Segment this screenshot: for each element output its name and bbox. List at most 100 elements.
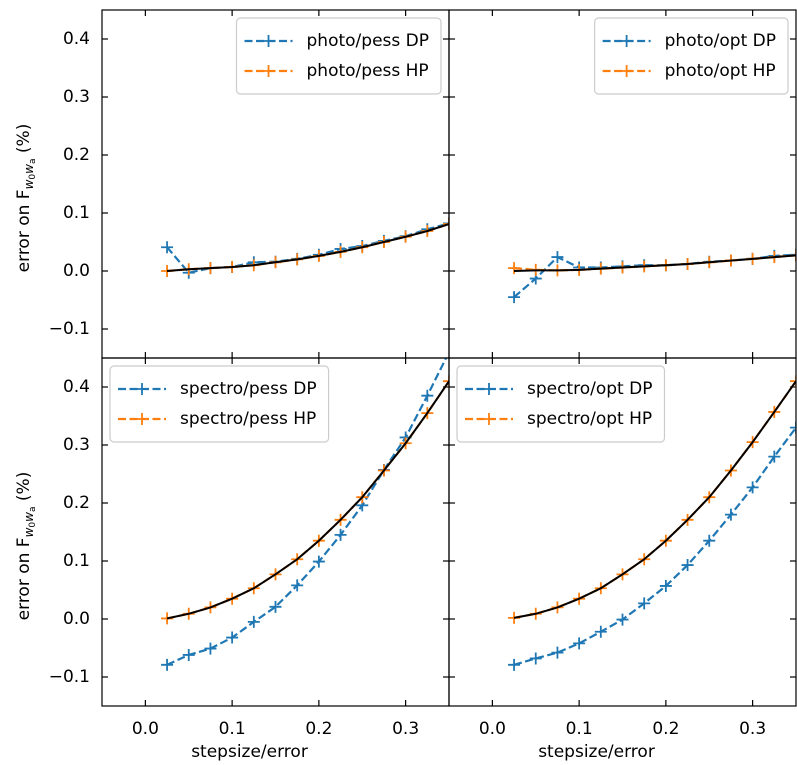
- legend-label: spectro/opt DP: [527, 379, 652, 399]
- marker: [312, 555, 325, 568]
- y-axis-label-part: (%): [14, 124, 34, 159]
- legend-item: photo/pess DP: [244, 31, 429, 51]
- y-axis-label-part: w: [22, 164, 36, 174]
- x-tick-label: 0.3: [392, 719, 419, 739]
- legend-item: photo/pess HP: [244, 61, 429, 81]
- marker: [508, 291, 521, 304]
- legend-marker: [136, 413, 148, 425]
- legend-label: spectro/pess DP: [180, 379, 317, 399]
- marker: [768, 450, 781, 463]
- x-tick-label: 0.1: [219, 719, 246, 739]
- y-tick-label: 0.3: [63, 87, 90, 107]
- x-tick-label: 0.3: [739, 719, 766, 739]
- legend-box: [456, 365, 666, 443]
- plot-area: [161, 358, 449, 671]
- legend-marker: [136, 383, 148, 395]
- legend-label: photo/opt HP: [665, 61, 776, 81]
- series-line: [166, 380, 449, 620]
- marker: [551, 251, 564, 264]
- plot-area: [508, 375, 796, 671]
- series-line: [513, 426, 796, 666]
- marker: [161, 658, 174, 671]
- legend-label: spectro/opt HP: [527, 409, 652, 429]
- series-line: [513, 380, 796, 619]
- y-axis-label-part: a: [28, 507, 38, 513]
- legend-box: [109, 365, 330, 443]
- legend-marker: [620, 35, 633, 47]
- y-axis-label-part: w: [22, 512, 36, 522]
- y-axis-label-part: 0: [28, 522, 38, 528]
- y-axis-label-part: 0: [28, 174, 38, 180]
- marker: [508, 262, 521, 275]
- x-tick-label: 0.1: [566, 719, 593, 739]
- marker: [638, 597, 651, 610]
- marker: [443, 375, 449, 388]
- legend-label: photo/pess DP: [307, 31, 429, 51]
- marker: [291, 579, 304, 592]
- plot-area: [161, 217, 449, 279]
- legend-marker: [262, 35, 275, 47]
- y-axis-label-part: error on F: [14, 189, 34, 272]
- y-axis-label: error on Fw0wa (%): [14, 472, 38, 621]
- y-tick-label: 0.1: [63, 203, 90, 223]
- legend-item: photo/opt DP: [602, 31, 776, 51]
- y-axis-label-part: a: [28, 159, 38, 165]
- y-axis-label: error on Fw0wa (%): [14, 124, 38, 273]
- marker: [659, 579, 672, 592]
- marker: [421, 389, 434, 402]
- series-line: [513, 253, 796, 298]
- y-axis-label-part: w: [22, 179, 36, 189]
- legend-item: spectro/pess HP: [118, 409, 316, 429]
- y-tick-label: 0.1: [63, 551, 90, 571]
- x-tick-label: 0.0: [479, 719, 506, 739]
- marker: [334, 528, 347, 541]
- y-tick-label: 0.0: [63, 609, 90, 629]
- marker: [790, 375, 796, 388]
- series-line: [166, 223, 449, 272]
- y-axis-label-part: (%): [14, 472, 34, 507]
- marker: [204, 642, 217, 655]
- marker: [703, 534, 716, 547]
- panel: 0.0 0.1 0.2 0.3 stepsize/error spectro/opt DP…: [448, 357, 797, 762]
- legend-box: [594, 17, 789, 95]
- marker: [161, 241, 174, 254]
- y-tick-label: 0.2: [63, 145, 90, 165]
- panel: −0.1 0.0 0.1 0.2 0.3 0.4 0.0 0.1 0.2 0.3 stepsize/…: [14, 357, 450, 762]
- series-line: [514, 254, 796, 272]
- legend-item: spectro/opt DP: [465, 379, 652, 399]
- legend-marker: [620, 65, 633, 77]
- legend-item: spectro/opt HP: [465, 409, 652, 429]
- marker: [247, 615, 260, 628]
- marker: [724, 508, 737, 521]
- legend-label: photo/pess HP: [307, 61, 429, 81]
- marker: [594, 625, 607, 638]
- legend: spectro/opt DP spectro/opt HP: [456, 365, 666, 443]
- marker: [790, 421, 796, 434]
- marker: [551, 646, 564, 659]
- marker: [681, 559, 694, 572]
- x-tick-label: 0.0: [132, 719, 159, 739]
- legend-item: photo/opt HP: [602, 61, 776, 81]
- legend: photo/pess DP photo/pess HP: [235, 17, 442, 95]
- frame: [448, 357, 797, 707]
- y-tick-label: 0.0: [63, 261, 90, 281]
- x-tick-label: 0.2: [305, 719, 332, 739]
- x-tick-label: 0.2: [652, 719, 679, 739]
- legend-label: photo/opt DP: [665, 31, 776, 51]
- y-tick-label: 0.2: [63, 493, 90, 513]
- legend-marker: [483, 383, 495, 395]
- legend: spectro/pess DP spectro/pess HP: [109, 365, 330, 443]
- marker: [573, 637, 586, 650]
- series-line: [166, 358, 448, 666]
- plot-area: [508, 248, 796, 304]
- series-line: [166, 222, 449, 273]
- panel: photo/opt DP photo/opt HP: [448, 9, 797, 359]
- legend: photo/opt DP photo/opt HP: [594, 17, 789, 95]
- marker: [616, 613, 629, 626]
- legend-box: [235, 17, 442, 95]
- y-tick-label: −0.1: [49, 319, 90, 339]
- marker: [508, 658, 521, 671]
- marker: [269, 600, 282, 613]
